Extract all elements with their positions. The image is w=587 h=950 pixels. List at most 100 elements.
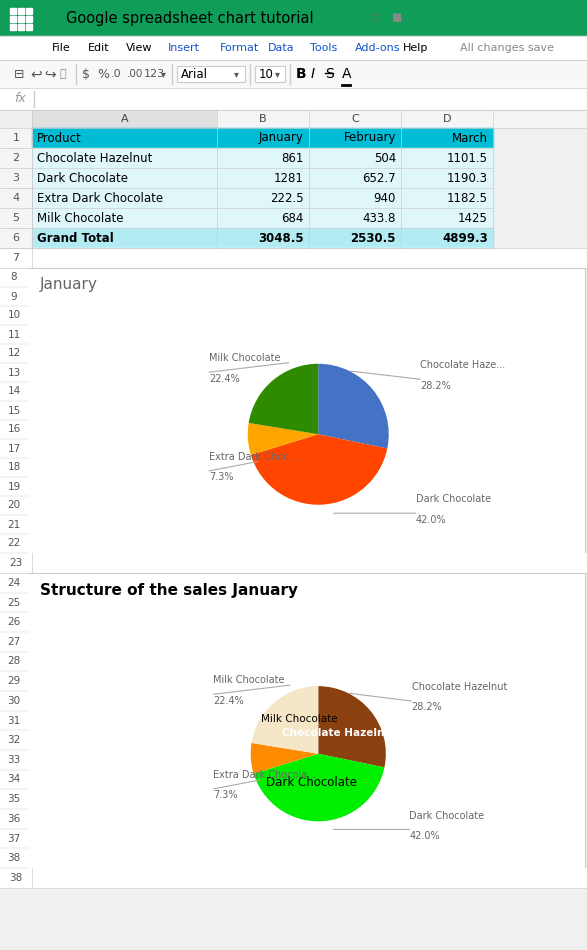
Text: 3048.5: 3048.5 <box>258 232 304 244</box>
Bar <box>217 208 309 228</box>
Bar <box>0 188 32 208</box>
Bar <box>0 770 28 789</box>
Text: 10: 10 <box>8 311 21 320</box>
Bar <box>0 268 28 287</box>
Text: 34: 34 <box>8 774 21 785</box>
Wedge shape <box>318 686 386 768</box>
Text: January: January <box>259 131 304 144</box>
Text: 38: 38 <box>9 873 23 883</box>
Text: Help: Help <box>403 43 429 53</box>
Text: 22.4%: 22.4% <box>209 373 239 384</box>
Bar <box>0 110 587 128</box>
Bar <box>0 248 587 268</box>
Text: Grand Total: Grand Total <box>37 232 114 244</box>
Text: B: B <box>296 67 306 81</box>
Text: Insert: Insert <box>168 43 200 53</box>
Bar <box>0 553 587 573</box>
Bar <box>217 148 309 168</box>
Text: ▾: ▾ <box>234 69 239 79</box>
Bar <box>32 128 217 148</box>
Text: 22.4%: 22.4% <box>214 695 244 706</box>
Bar <box>309 188 401 208</box>
Bar <box>0 496 28 515</box>
Text: 19: 19 <box>8 482 21 491</box>
Text: 1425: 1425 <box>458 212 488 224</box>
Text: 38: 38 <box>8 853 21 864</box>
Bar <box>177 66 245 82</box>
Bar <box>309 208 401 228</box>
Text: Dark Chocolate: Dark Chocolate <box>266 775 357 788</box>
Text: ↪: ↪ <box>44 67 56 81</box>
Text: 35: 35 <box>8 794 21 804</box>
Text: A: A <box>342 67 352 81</box>
Wedge shape <box>318 364 389 448</box>
Text: 8: 8 <box>11 273 17 282</box>
Text: Chocolate Hazelnut: Chocolate Hazelnut <box>282 729 397 738</box>
Text: Extra Dark Choc...: Extra Dark Choc... <box>209 452 298 462</box>
Text: January: January <box>40 276 98 292</box>
Bar <box>0 515 28 534</box>
Text: Milk Chocolate: Milk Chocolate <box>261 713 338 724</box>
Bar <box>0 382 28 401</box>
Bar <box>401 188 493 208</box>
Text: 1281: 1281 <box>274 172 304 184</box>
Text: 4: 4 <box>12 193 19 203</box>
Text: 31: 31 <box>8 715 21 726</box>
Bar <box>309 110 401 128</box>
Bar <box>28 573 585 868</box>
Bar <box>32 148 217 168</box>
Bar <box>0 672 28 691</box>
Text: 222.5: 222.5 <box>271 192 304 204</box>
Text: 6: 6 <box>12 233 19 243</box>
Wedge shape <box>252 686 318 753</box>
Text: 15: 15 <box>8 406 21 415</box>
Bar <box>0 809 28 828</box>
Bar <box>309 148 401 168</box>
Bar <box>309 128 401 148</box>
Text: Product: Product <box>37 131 82 144</box>
Text: 433.8: 433.8 <box>363 212 396 224</box>
Text: 33: 33 <box>8 755 21 765</box>
Text: I: I <box>311 67 315 81</box>
Text: B: B <box>259 114 267 124</box>
Text: .00: .00 <box>127 69 143 79</box>
Text: 861: 861 <box>282 151 304 164</box>
Text: 3: 3 <box>12 173 19 183</box>
Bar <box>0 573 28 593</box>
Text: $: $ <box>82 67 90 81</box>
Text: View: View <box>126 43 153 53</box>
Text: 4899.3: 4899.3 <box>442 232 488 244</box>
Wedge shape <box>249 364 318 434</box>
Text: 24: 24 <box>8 578 21 588</box>
Bar <box>0 420 28 439</box>
Text: C: C <box>351 114 359 124</box>
Text: Google spreadsheet chart tutorial: Google spreadsheet chart tutorial <box>66 10 313 26</box>
Bar <box>401 110 493 128</box>
Text: 2: 2 <box>12 153 19 163</box>
Wedge shape <box>248 423 318 455</box>
Text: Extra Dark Chocolate: Extra Dark Chocolate <box>37 192 163 204</box>
Bar <box>0 731 28 750</box>
Text: Extra Dark Chocola...: Extra Dark Chocola... <box>214 770 316 780</box>
Bar <box>0 848 28 868</box>
Bar <box>217 228 309 248</box>
Bar <box>0 0 587 36</box>
Text: 28.2%: 28.2% <box>411 702 442 712</box>
Bar <box>217 168 309 188</box>
Text: 123: 123 <box>144 69 165 79</box>
Bar <box>0 401 28 420</box>
Text: Tools: Tools <box>310 43 338 53</box>
Bar <box>0 613 28 632</box>
Text: ⊟: ⊟ <box>14 67 25 81</box>
Bar <box>32 168 217 188</box>
Bar <box>0 306 28 325</box>
Bar <box>28 268 585 553</box>
Bar <box>0 228 32 248</box>
Bar <box>0 110 32 128</box>
Bar <box>309 168 401 188</box>
Bar <box>217 110 309 128</box>
Text: 37: 37 <box>8 833 21 844</box>
Text: 22: 22 <box>8 539 21 548</box>
Text: Dark Chocolate: Dark Chocolate <box>410 810 485 821</box>
Text: 26: 26 <box>8 618 21 627</box>
